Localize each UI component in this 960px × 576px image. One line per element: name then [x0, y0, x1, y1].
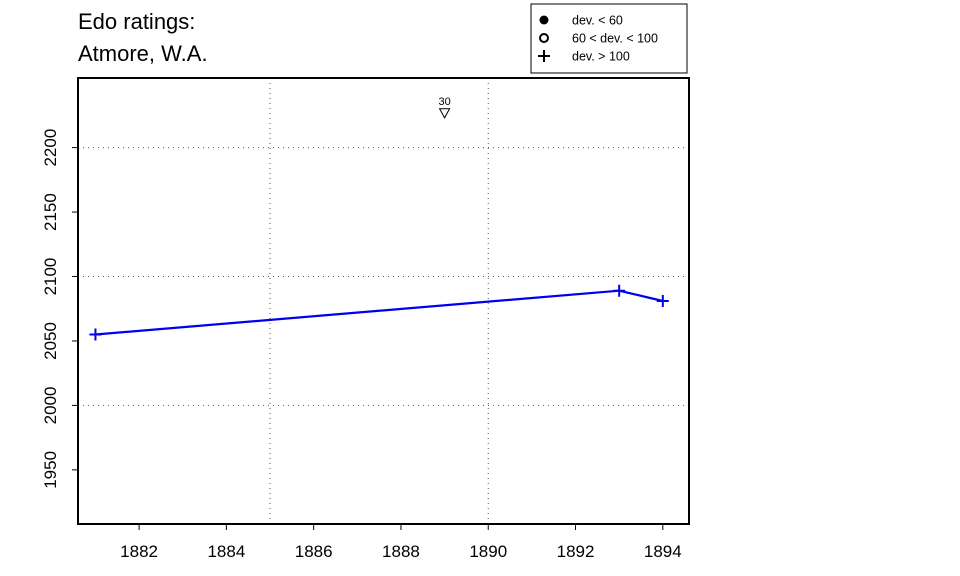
triangle-down-icon — [438, 108, 451, 119]
x-tick-label: 1886 — [295, 542, 333, 561]
chart-title-line-2: Atmore, W.A. — [78, 41, 208, 66]
legend: dev. < 60 60 < dev. < 100 dev. > 100 — [530, 3, 688, 74]
series-layer — [89, 284, 669, 341]
y-axis: 1950 2000 2050 2100 2150 2200 — [41, 129, 78, 489]
x-tick-label: 1890 — [469, 542, 507, 561]
y-tick-label: 2050 — [41, 322, 60, 360]
annotations: 30 — [438, 96, 451, 119]
x-tick-label: 1888 — [382, 542, 420, 561]
y-tick-label: 2150 — [41, 193, 60, 231]
legend-label: dev. < 60 — [572, 14, 623, 28]
legend-label: dev. > 100 — [572, 50, 630, 64]
x-tick-label: 1882 — [120, 542, 158, 561]
x-tick-label: 1892 — [557, 542, 595, 561]
x-tick-label: 1894 — [644, 542, 682, 561]
filled-circle-icon — [539, 15, 549, 25]
rating-point — [89, 328, 102, 341]
open-circle-icon — [539, 33, 549, 43]
chart-title-line-1: Edo ratings: — [78, 9, 196, 34]
legend-box — [530, 3, 688, 74]
rating-point — [656, 295, 669, 307]
y-tick-label: 1950 — [41, 451, 60, 489]
rating-line — [95, 289, 664, 336]
plus-icon — [538, 50, 550, 62]
y-tick-label: 2100 — [41, 258, 60, 296]
legend-label: 60 < dev. < 100 — [572, 32, 658, 46]
plot-frame — [77, 77, 690, 525]
annotation-label: 30 — [438, 96, 450, 108]
y-tick-label: 2200 — [41, 129, 60, 167]
x-axis: 1882 1884 1886 1888 1890 1892 1894 — [120, 524, 682, 561]
rating-point — [613, 284, 626, 297]
grid-lines — [78, 78, 689, 524]
y-tick-label: 2000 — [41, 386, 60, 424]
x-tick-label: 1884 — [207, 542, 245, 561]
